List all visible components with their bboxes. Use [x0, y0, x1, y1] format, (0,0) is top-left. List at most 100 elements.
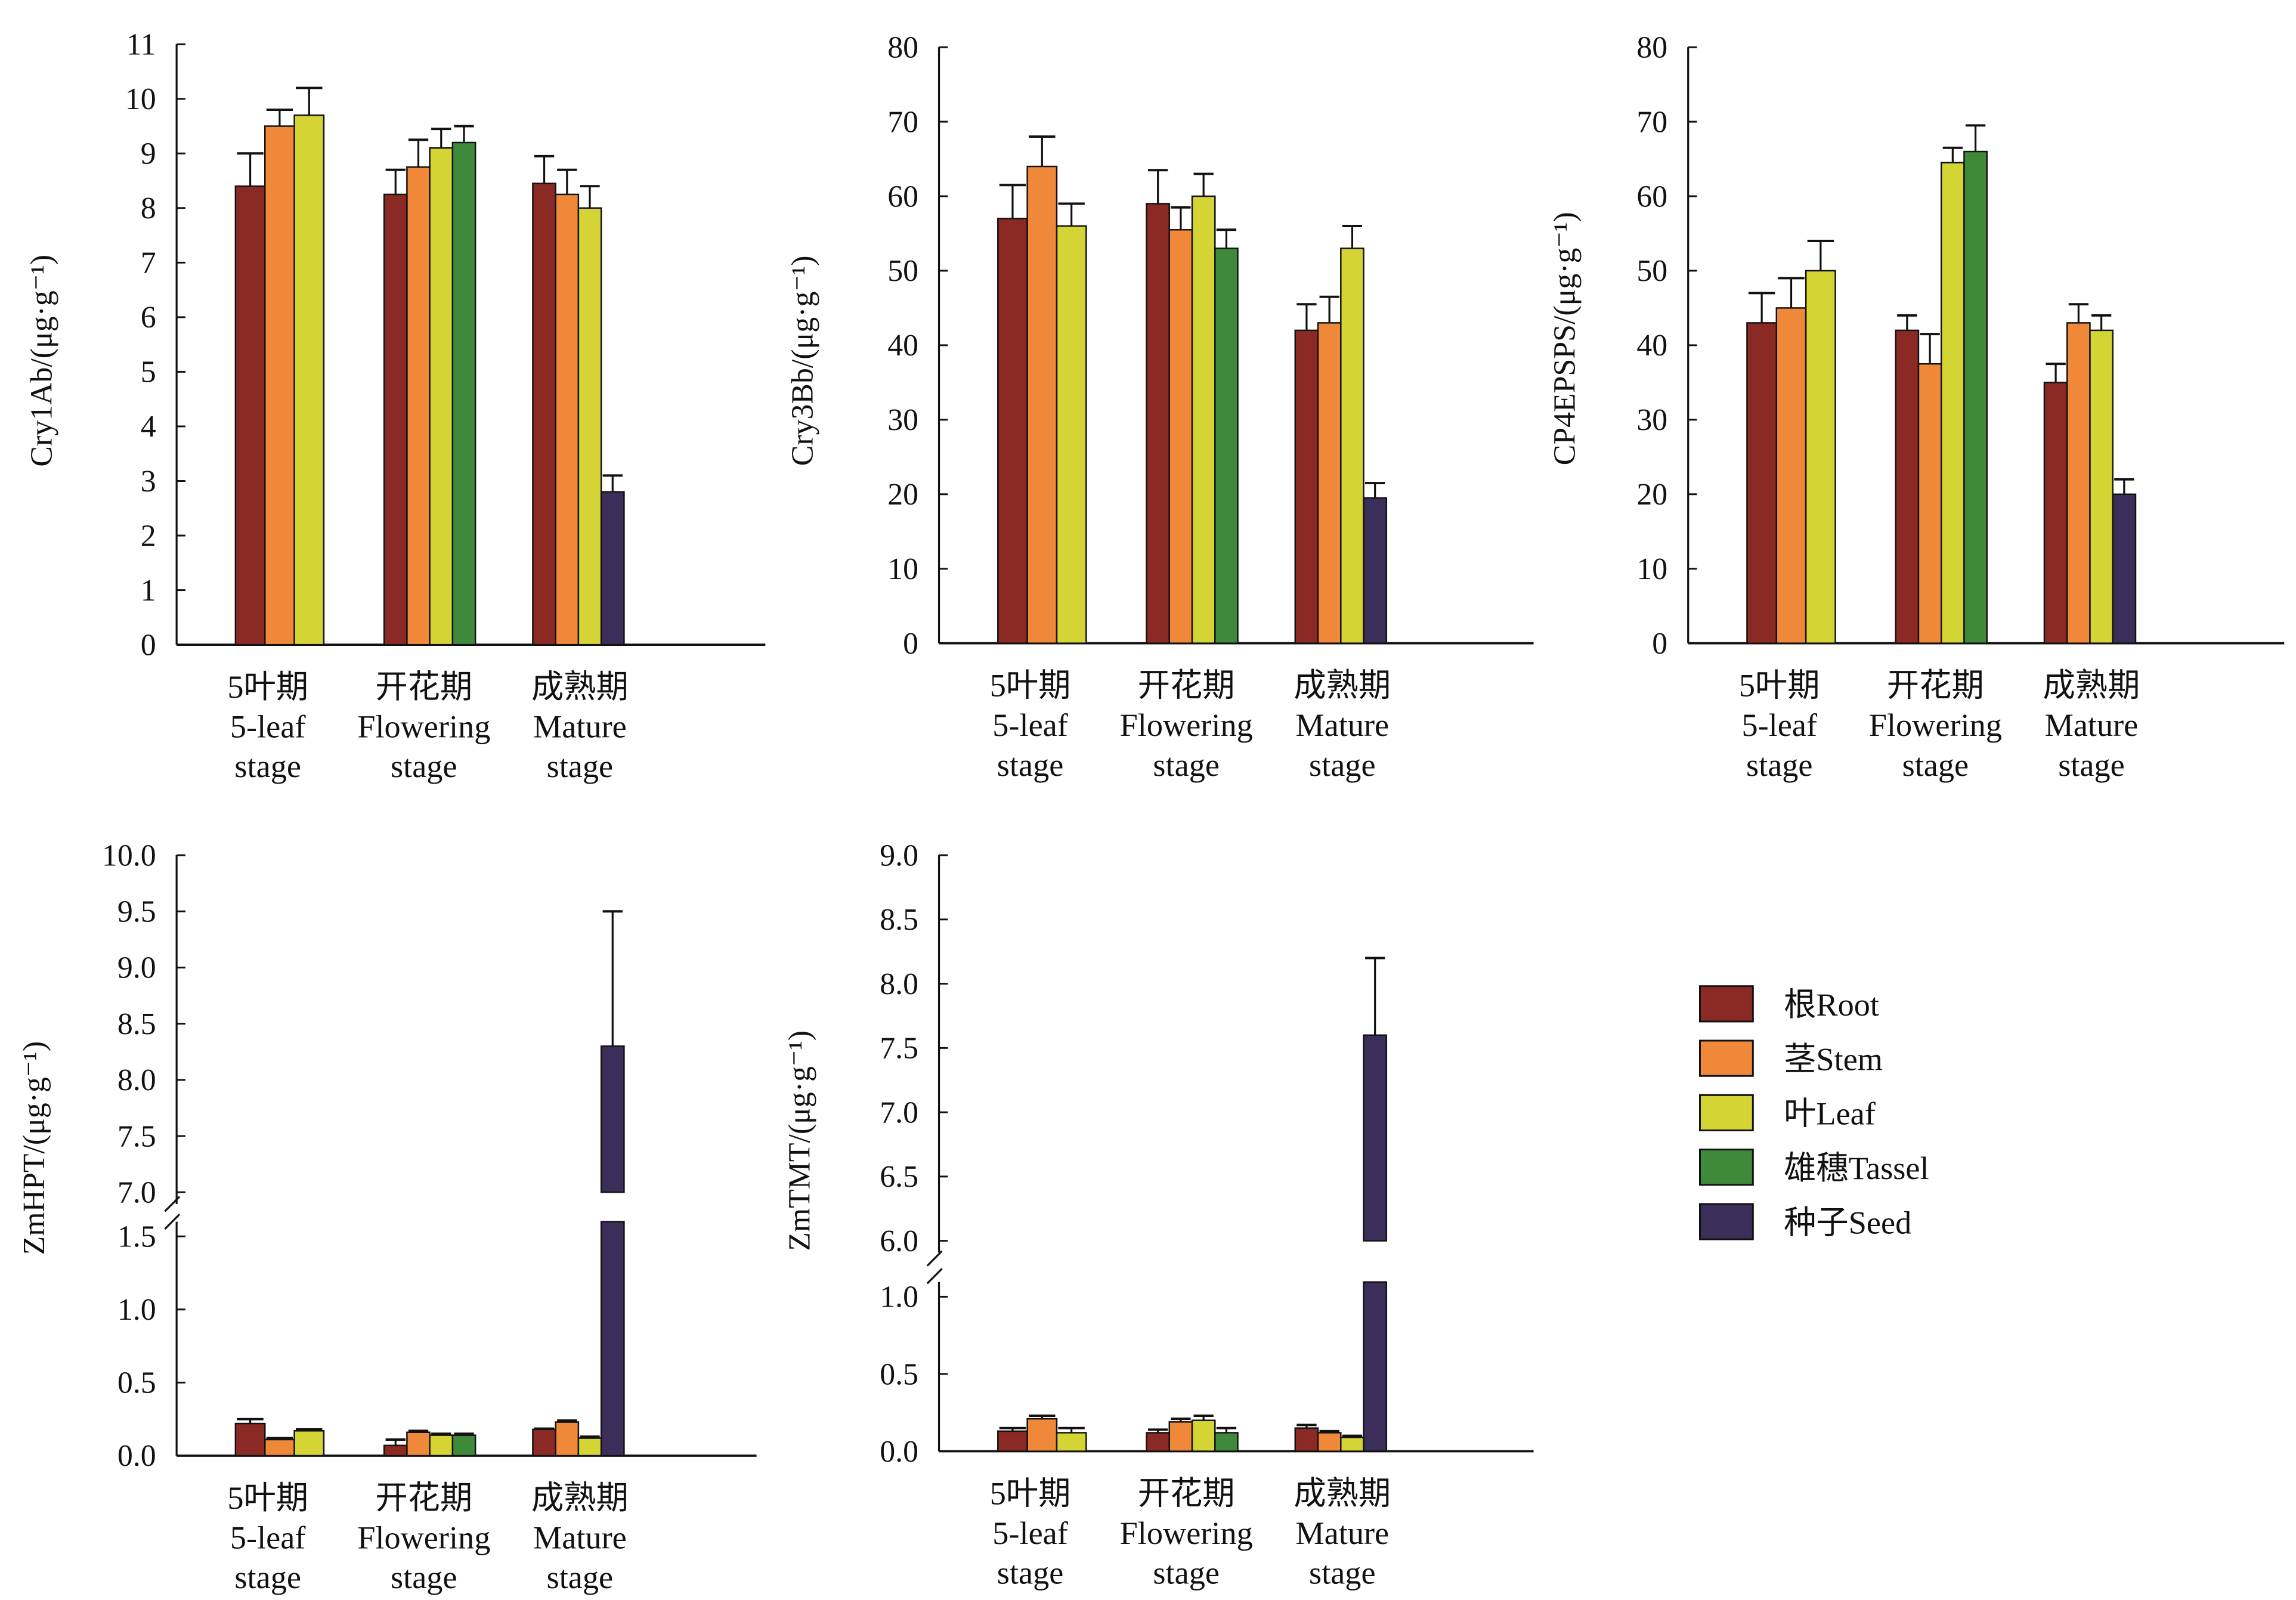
bar-root — [1294, 1427, 1319, 1452]
bar-stem — [1917, 363, 1942, 644]
bar-stem — [555, 1421, 580, 1457]
y-tick-label: 7.5 — [880, 1032, 918, 1066]
bar-stem — [1026, 165, 1058, 644]
category-label: 开花期 — [375, 669, 472, 705]
category-label: 5-leaf — [1741, 707, 1817, 743]
y-tick-label: 10 — [887, 552, 918, 586]
y-tick-label: 60 — [887, 180, 918, 213]
category-label: 5-leaf — [992, 1515, 1068, 1551]
category-label: stage — [547, 748, 614, 784]
bar-leaf — [1056, 1432, 1087, 1452]
y-tick-label: 50 — [1636, 254, 1667, 288]
bar-root — [1146, 203, 1171, 644]
y-tick-label: 80 — [1636, 30, 1667, 64]
y-tick-label: 0 — [903, 627, 918, 661]
bar-tassel — [451, 141, 476, 646]
category-label: stage — [1902, 747, 1969, 783]
y-tick-label: 0 — [141, 628, 156, 662]
y-tick-label: 20 — [887, 478, 918, 512]
bar-seed — [2112, 493, 2137, 644]
y-tick-label: 7.0 — [117, 1175, 156, 1209]
category-label: Mature — [2045, 707, 2139, 743]
bar-root — [532, 1428, 556, 1457]
bar-root — [532, 182, 556, 646]
category-label: Flowering — [357, 709, 490, 745]
category-label: stage — [1153, 747, 1220, 783]
category-label: 开花期 — [375, 1480, 472, 1516]
chart-1: 01234567891011Cry1Ab/(μg·g⁻¹)5叶期5-leafst… — [24, 27, 766, 784]
y-tick-label: 2 — [141, 519, 156, 553]
category-label: 5叶期 — [1739, 668, 1820, 704]
legend-label: 茎Stem — [1784, 1041, 1883, 1077]
category-label: 5叶期 — [227, 1480, 308, 1516]
category-label: Flowering — [1120, 707, 1253, 743]
bar-seed-lower — [1363, 1281, 1388, 1452]
y-tick-label: 6.0 — [880, 1224, 918, 1258]
category-label: 成熟期 — [531, 669, 629, 705]
category-label: Mature — [533, 709, 627, 745]
bar-stem — [1168, 229, 1193, 644]
axis-break-mark — [926, 1250, 943, 1267]
y-tick-label: 50 — [887, 254, 918, 288]
bar-leaf — [429, 147, 454, 646]
y-tick-label: 1 — [141, 574, 156, 608]
category-label: 成熟期 — [531, 1480, 629, 1516]
legend-swatch — [1699, 985, 1754, 1023]
bar-tassel — [1214, 247, 1239, 644]
bar-stem — [555, 193, 580, 646]
legend-label: 根Root — [1784, 987, 1879, 1023]
axis-break-mark — [164, 1214, 181, 1230]
y-tick-label: 0.5 — [117, 1366, 156, 1400]
y-tick-label: 8.0 — [117, 1063, 156, 1097]
category-label: stage — [234, 748, 301, 784]
bar-root — [234, 1422, 266, 1457]
bar-seed — [1363, 497, 1388, 644]
y-tick-label: 1.0 — [117, 1293, 156, 1327]
category-label: stage — [1309, 747, 1376, 783]
axis-break-mark — [926, 1268, 943, 1285]
bar-stem — [264, 125, 295, 646]
category-label: Mature — [533, 1519, 627, 1555]
category-label: 成熟期 — [2043, 668, 2140, 704]
y-tick-label: 0.0 — [880, 1435, 918, 1469]
chart-2: 0 10 20 30 40 50 60 70 80 Cry3Bb/(μg·g⁻¹) 5叶期5-lea… — [785, 30, 1534, 783]
category-label: 成熟期 — [1294, 668, 1391, 704]
bar-root — [1746, 322, 1778, 644]
category-label: 5-leaf — [230, 1519, 306, 1555]
charts: 01234567891011Cry1Ab/(μg·g⁻¹)5叶期5-leafst… — [17, 27, 2285, 1595]
bar-leaf — [293, 1430, 325, 1457]
bar-stem — [1168, 1421, 1193, 1452]
y-tick-label: 0.0 — [117, 1439, 156, 1473]
bar-stem — [1317, 322, 1342, 644]
bar-root — [234, 185, 266, 646]
axis-break-mark — [164, 1196, 181, 1212]
category-label: stage — [2058, 747, 2125, 783]
category-label: 5-leaf — [230, 709, 306, 745]
y-tick-label: 1.0 — [880, 1280, 918, 1314]
bar-leaf — [293, 114, 325, 646]
bar-stem — [264, 1438, 295, 1457]
y-tick-label: 20 — [1636, 478, 1667, 512]
bar-stem — [1026, 1418, 1058, 1452]
bar-root — [1294, 329, 1319, 644]
bar-stem — [406, 166, 431, 646]
y-tick-label: 6.5 — [880, 1160, 918, 1194]
bar-leaf — [1940, 162, 1965, 644]
category-label: Flowering — [357, 1519, 490, 1555]
category-label: 开花期 — [1887, 668, 1984, 704]
bar-leaf — [2089, 329, 2114, 644]
legend-label: 种子Seed — [1784, 1205, 1911, 1240]
category-label: stage — [997, 747, 1064, 783]
y-tick-label: 3 — [141, 465, 156, 499]
y-tick-label: 6 — [141, 301, 156, 335]
bar-root — [383, 193, 408, 646]
y-tick-label: 7 — [141, 246, 156, 280]
category-label: Mature — [1295, 707, 1389, 743]
y-tick-label: 40 — [887, 329, 918, 363]
category-label: stage — [391, 748, 457, 784]
category-label: stage — [234, 1559, 301, 1595]
y-tick-label: 8.5 — [117, 1007, 156, 1041]
y-tick-label: 9.0 — [117, 951, 156, 985]
chart-3: 0 10 20 30 40 50 60 70 80 CP4EPSPS/(μg·g⁻¹) 5叶期5-l… — [1548, 30, 2285, 783]
